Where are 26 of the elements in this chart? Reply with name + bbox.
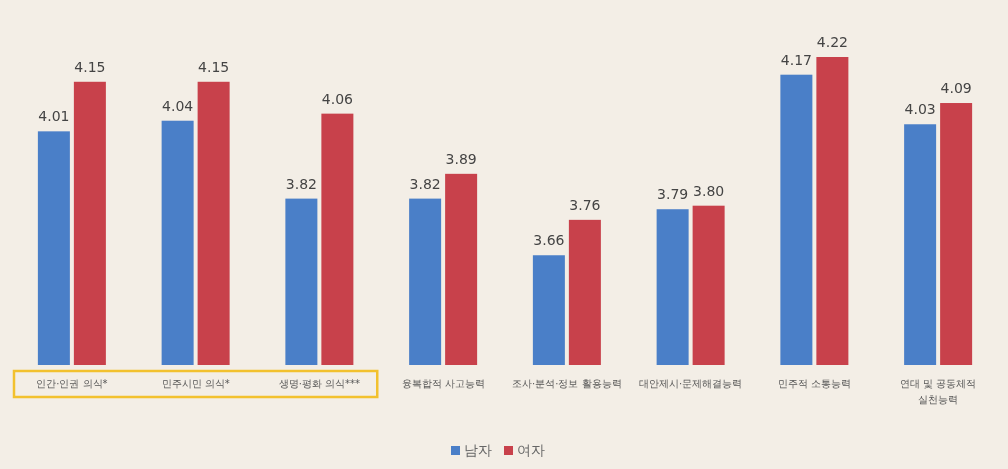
x-tick-label: 대안제시·문제해결능력: [639, 378, 743, 389]
data-label: 4.17: [780, 51, 812, 68]
x-tick-label: 조사·분석·정보 활용능력: [512, 378, 622, 389]
data-label: 4.15: [198, 58, 230, 75]
data-label: 3.82: [409, 175, 441, 192]
data-label: 3.66: [533, 232, 565, 249]
x-tick-label: 민주적 소통능력: [777, 378, 851, 389]
x-tick-label: 인간·인권 의식*: [36, 378, 108, 389]
x-tick-label: 민주시민 의식*: [161, 378, 230, 389]
data-label: 3.76: [569, 196, 601, 213]
data-label: 3.80: [693, 182, 725, 199]
data-label: 4.01: [38, 108, 70, 125]
data-label: 4.03: [904, 101, 936, 118]
legend-label: 남자: [464, 442, 492, 458]
data-label: 4.15: [74, 58, 106, 75]
legend-label: 여자: [517, 442, 545, 458]
x-tick-label: 연대 및 공동체적 실천능력: [899, 378, 977, 405]
data-label: 4.09: [940, 80, 972, 97]
x-tick-label: 융복합적 사고능력: [401, 378, 485, 389]
data-label: 3.82: [285, 175, 317, 192]
data-label: 3.89: [445, 150, 477, 167]
x-tick-label: 생명·평화 의식***: [278, 378, 361, 389]
data-label: 4.22: [816, 34, 848, 50]
data-label: 4.06: [321, 90, 354, 107]
data-label: 3.79: [657, 186, 689, 203]
data-label: 4.04: [162, 97, 194, 114]
